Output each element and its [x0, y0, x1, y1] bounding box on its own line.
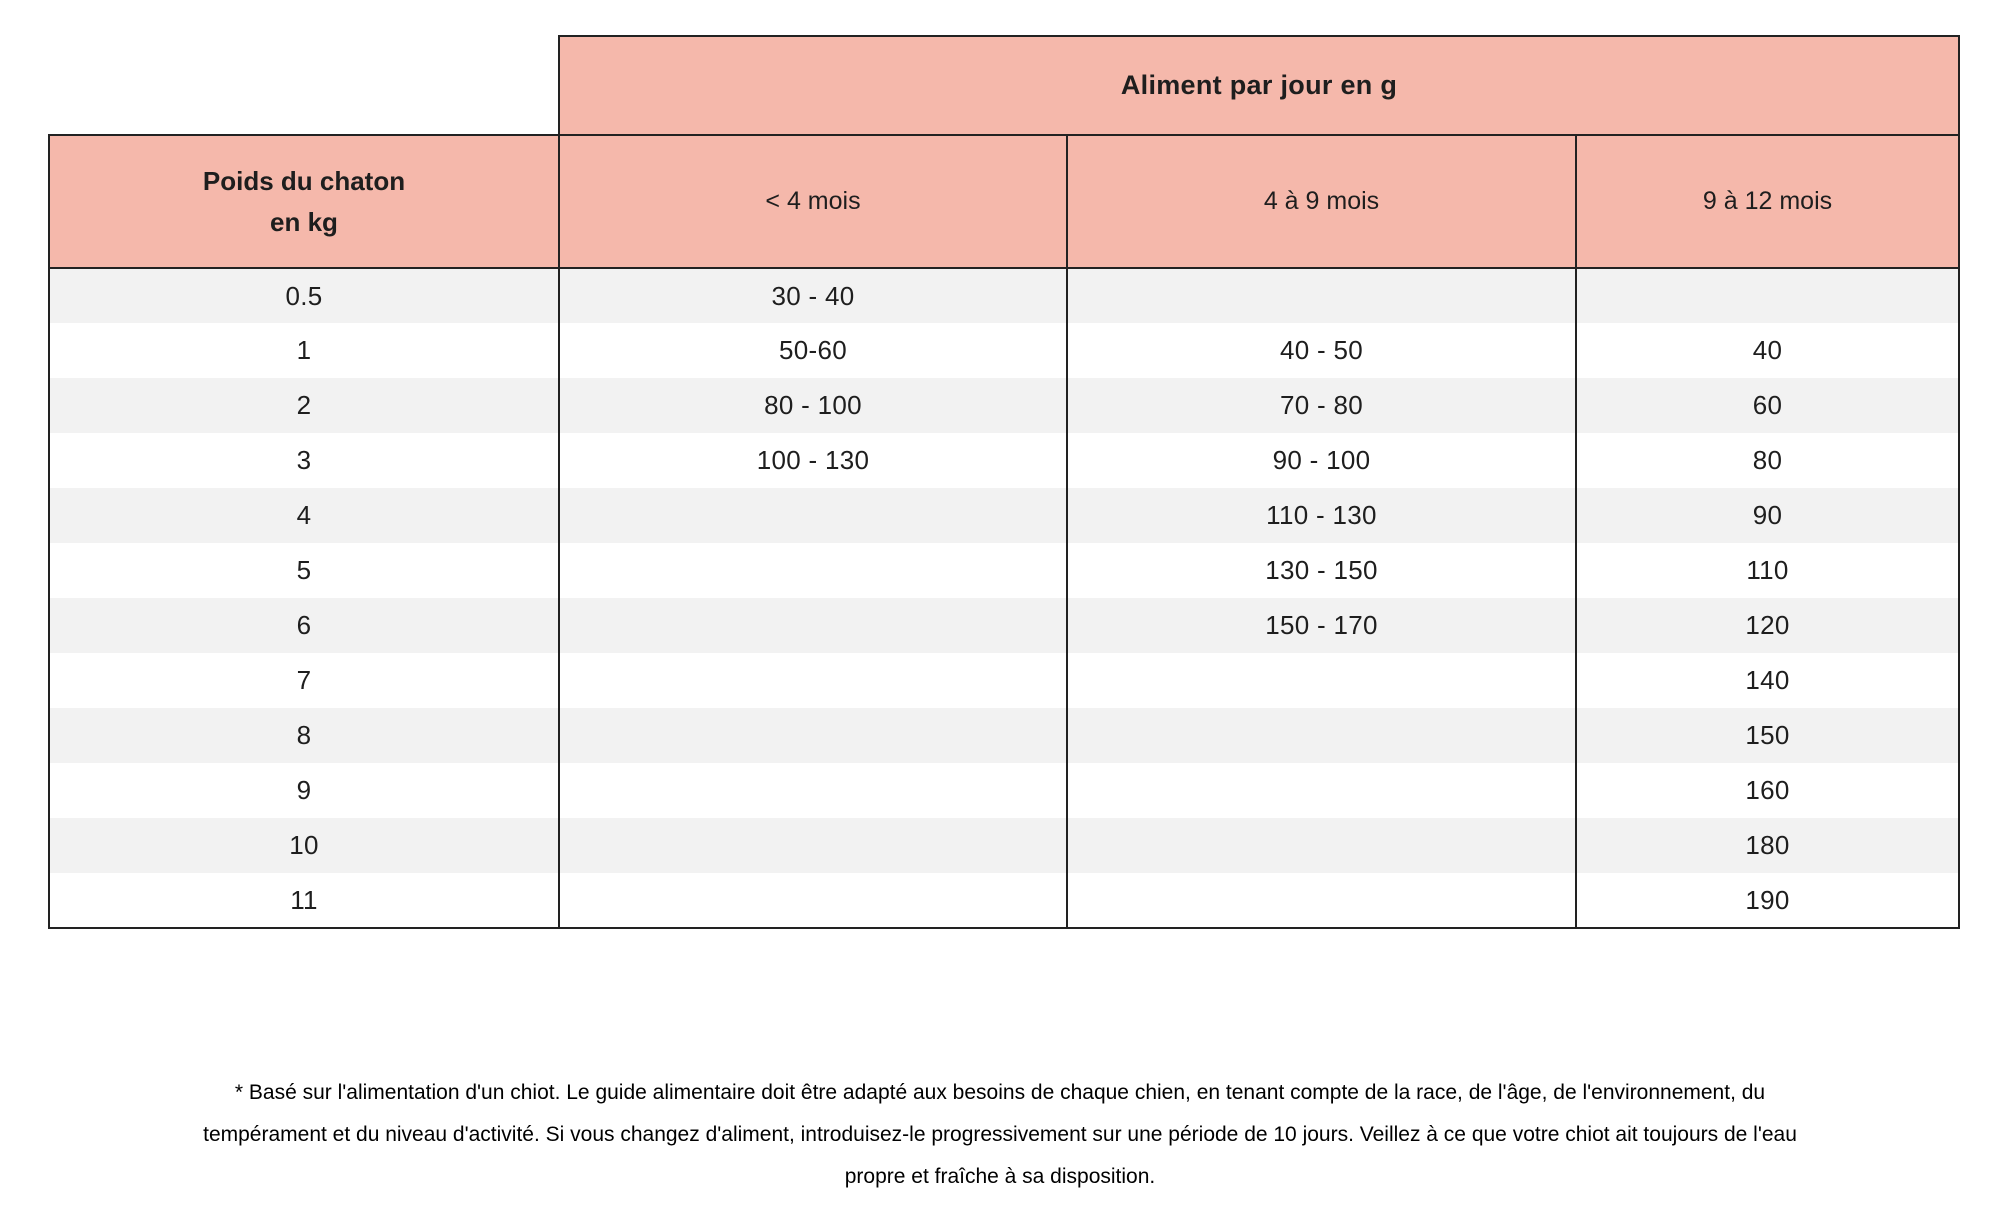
- cell-under-4-months: [558, 543, 1068, 598]
- cell-9-to-12-months: 180: [1574, 818, 1961, 873]
- table-row: 5 130 - 150 110: [48, 543, 1961, 598]
- footnote: * Basé sur l'alimentation d'un chiot. Le…: [0, 1072, 2000, 1198]
- cell-weight: 6: [48, 598, 560, 653]
- cell-4-to-9-months: 70 - 80: [1066, 378, 1577, 433]
- footnote-line: tempérament et du niveau d'activité. Si …: [203, 1123, 1797, 1146]
- cell-9-to-12-months: 60: [1574, 378, 1961, 433]
- column-header-weight: Poids du chaton en kg: [48, 134, 560, 269]
- cell-9-to-12-months: 90: [1574, 488, 1961, 543]
- column-header-weight-line1: Poids du chaton: [202, 166, 406, 197]
- cell-under-4-months: [558, 488, 1068, 543]
- cell-4-to-9-months: [1066, 873, 1577, 929]
- table-row: 7 140: [48, 653, 1961, 708]
- cell-weight: 8: [48, 708, 560, 763]
- cell-under-4-months: [558, 818, 1068, 873]
- column-header-row: Poids du chaton en kg < 4 mois 4 à 9 moi…: [48, 134, 1961, 269]
- cell-weight: 4: [48, 488, 560, 543]
- cell-9-to-12-months: 80: [1574, 433, 1961, 488]
- cell-4-to-9-months: [1066, 268, 1577, 323]
- cell-weight: 5: [48, 543, 560, 598]
- cell-4-to-9-months: [1066, 708, 1577, 763]
- cell-weight: 9: [48, 763, 560, 818]
- cell-4-to-9-months: [1066, 653, 1577, 708]
- table-row: 0.5 30 - 40: [48, 268, 1961, 323]
- cell-weight: 3: [48, 433, 560, 488]
- cell-4-to-9-months: 130 - 150: [1066, 543, 1577, 598]
- cell-under-4-months: [558, 873, 1068, 929]
- cell-9-to-12-months: 160: [1574, 763, 1961, 818]
- cell-weight: 2: [48, 378, 560, 433]
- cell-under-4-months: [558, 763, 1068, 818]
- cell-9-to-12-months: 120: [1574, 598, 1961, 653]
- cell-under-4-months: 30 - 40: [558, 268, 1068, 323]
- cell-9-to-12-months: 140: [1574, 653, 1961, 708]
- cell-under-4-months: 100 - 130: [558, 433, 1068, 488]
- cell-9-to-12-months: [1574, 268, 1961, 323]
- cell-weight: 7: [48, 653, 560, 708]
- cell-weight: 1: [48, 323, 560, 378]
- cell-4-to-9-months: [1066, 763, 1577, 818]
- cell-4-to-9-months: 110 - 130: [1066, 488, 1577, 543]
- footnote-line: * Basé sur l'alimentation d'un chiot. Le…: [234, 1081, 1766, 1104]
- cell-under-4-months: [558, 653, 1068, 708]
- cell-weight: 11: [48, 873, 560, 929]
- table-row: 6 150 - 170 120: [48, 598, 1961, 653]
- cell-4-to-9-months: 40 - 50: [1066, 323, 1577, 378]
- table-row: 4 110 - 130 90: [48, 488, 1961, 543]
- table-title-cell: Aliment par jour en g: [557, 35, 1961, 136]
- cell-9-to-12-months: 40: [1574, 323, 1961, 378]
- feeding-guide-table: Aliment par jour en g Poids du chaton en…: [48, 35, 1961, 929]
- cell-9-to-12-months: 150: [1574, 708, 1961, 763]
- cell-9-to-12-months: 190: [1574, 873, 1961, 929]
- cell-under-4-months: [558, 598, 1068, 653]
- footnote-line: propre et fraîche à sa disposition.: [844, 1165, 1156, 1188]
- table-row: 1 50-60 40 - 50 40: [48, 323, 1961, 378]
- cell-4-to-9-months: [1066, 818, 1577, 873]
- column-header-weight-line2: en kg: [270, 206, 338, 237]
- cell-under-4-months: [558, 708, 1068, 763]
- table-header: Aliment par jour en g Poids du chaton en…: [48, 35, 1961, 269]
- cell-under-4-months: 80 - 100: [558, 378, 1068, 433]
- table-row: 11 190: [48, 873, 1961, 929]
- corner-spacer: [49, 36, 559, 135]
- cell-9-to-12-months: 110: [1574, 543, 1961, 598]
- banner-row: Aliment par jour en g: [49, 35, 1961, 136]
- table-row: 3 100 - 130 90 - 100 80: [48, 433, 1961, 488]
- cell-4-to-9-months: 150 - 170: [1066, 598, 1577, 653]
- cell-weight: 10: [48, 818, 560, 873]
- table-body: 0.5 30 - 40 1 50-60 40 - 50 40 2 80 - 100 70 - 8…: [48, 268, 1961, 929]
- cell-under-4-months: 50-60: [558, 323, 1068, 378]
- table-row: 8 150: [48, 708, 1961, 763]
- table-row: 2 80 - 100 70 - 80 60: [48, 378, 1961, 433]
- cell-weight: 0.5: [48, 268, 560, 323]
- column-header-4-to-9-months: 4 à 9 mois: [1066, 134, 1577, 269]
- table-row: 9 160: [48, 763, 1961, 818]
- column-header-under-4-months: < 4 mois: [558, 134, 1068, 269]
- table-row: 10 180: [48, 818, 1961, 873]
- cell-4-to-9-months: 90 - 100: [1066, 433, 1577, 488]
- column-header-9-to-12-months: 9 à 12 mois: [1574, 134, 1961, 269]
